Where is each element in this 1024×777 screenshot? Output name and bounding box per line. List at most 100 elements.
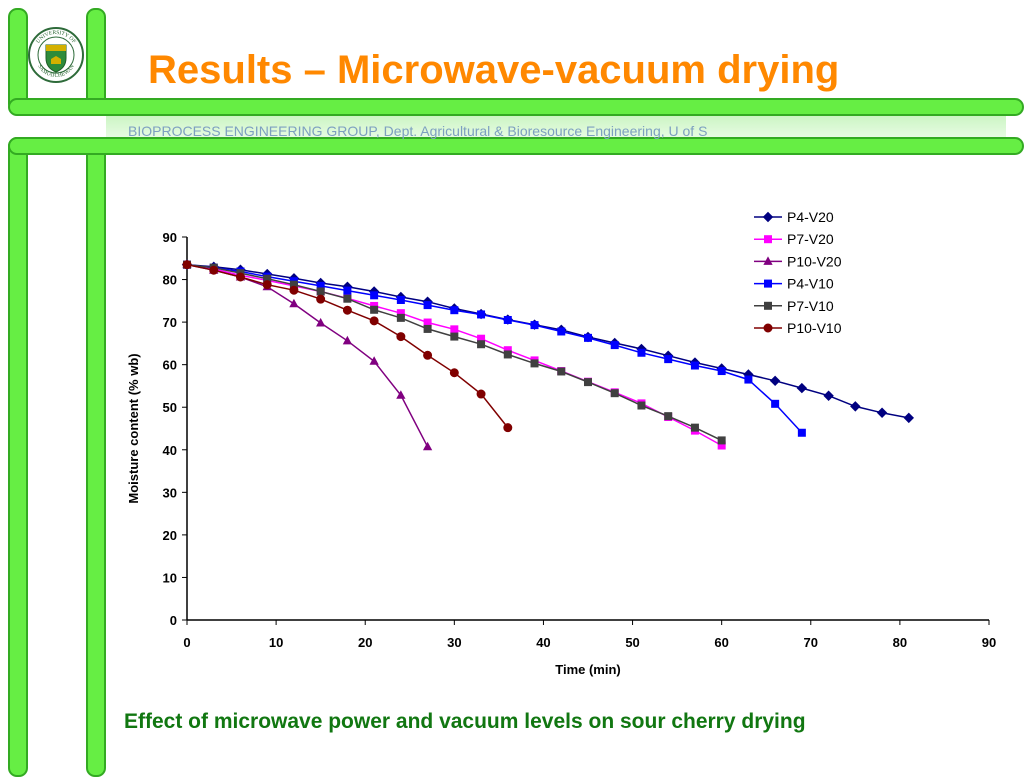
data-point — [664, 412, 673, 421]
data-point — [235, 272, 245, 282]
data-point — [450, 325, 459, 334]
x-axis-label: Time (min) — [555, 662, 621, 677]
series-p10-v10 — [182, 260, 513, 433]
series-line — [186, 263, 909, 419]
data-point — [477, 310, 486, 319]
x-tick-label: 50 — [625, 635, 639, 650]
data-point — [664, 355, 673, 364]
legend-entry: P4-V20 — [754, 209, 834, 225]
university-logo: UNIVERSITY OF SASKATCHEWAN — [28, 27, 84, 83]
legend-marker — [762, 211, 774, 223]
chart-series — [181, 259, 915, 451]
data-point — [342, 305, 352, 315]
data-point — [449, 368, 459, 378]
y-tick-label: 0 — [170, 613, 177, 628]
data-point — [530, 321, 539, 330]
data-point — [423, 350, 433, 360]
page-title: Results – Microwave-vacuum drying — [148, 48, 840, 92]
data-point — [744, 375, 753, 384]
data-point — [476, 389, 486, 399]
y-tick-label: 10 — [163, 570, 177, 585]
legend-label: P7-V10 — [787, 298, 834, 314]
y-tick-label: 20 — [163, 528, 177, 543]
data-point — [530, 359, 539, 368]
x-tick-label: 20 — [358, 635, 372, 650]
data-point — [316, 294, 326, 304]
legend-entry: P4-V10 — [754, 276, 834, 292]
chart-legend: P4-V20 P7-V20 P10-V20 P4-V10 P7-V10 P10-V10 — [754, 209, 842, 336]
data-point — [370, 305, 379, 314]
legend-label: P10-V10 — [787, 320, 842, 336]
data-point — [343, 294, 352, 303]
data-point — [370, 291, 379, 300]
legend-marker — [763, 256, 773, 265]
y-tick-label: 90 — [163, 230, 177, 245]
legend-label: P4-V20 — [787, 209, 834, 225]
data-point — [396, 295, 405, 304]
data-point — [771, 399, 780, 408]
data-point — [503, 423, 513, 433]
legend-marker — [764, 279, 772, 288]
legend-marker — [763, 323, 773, 333]
data-point — [343, 286, 352, 295]
series-p7-v10 — [183, 260, 726, 445]
x-tick-label: 60 — [714, 635, 728, 650]
data-point — [903, 412, 915, 424]
data-point — [342, 335, 353, 345]
chart-caption: Effect of microwave power and vacuum lev… — [124, 710, 806, 733]
data-point — [262, 280, 272, 290]
data-point — [584, 333, 592, 342]
y-tick-label: 60 — [163, 358, 177, 373]
frame-bar-top — [8, 98, 1024, 116]
data-point — [450, 332, 459, 341]
legend-label: P10-V20 — [787, 253, 842, 269]
legend-marker — [764, 301, 772, 310]
data-point — [396, 332, 406, 342]
legend-label: P4-V10 — [787, 276, 834, 292]
frame-bar-middle — [8, 137, 1024, 155]
data-point — [610, 341, 619, 350]
data-point — [637, 348, 646, 357]
x-tick-label: 0 — [183, 635, 190, 650]
data-point — [396, 390, 406, 399]
data-point — [289, 298, 299, 308]
x-tick-label: 10 — [269, 635, 283, 650]
data-point — [690, 361, 699, 370]
x-tick-label: 40 — [536, 635, 550, 650]
data-point — [477, 340, 486, 349]
page-subtitle: BIOPROCESS ENGINEERING GROUP, Dept. Agri… — [128, 123, 708, 139]
y-tick-label: 40 — [163, 443, 177, 458]
data-point — [584, 378, 592, 387]
data-point — [450, 306, 459, 315]
chart-axes: 0 10 20 30 40 50 60 70 80 90 0 10 20 30 40 50 60 70 80 90 Ti… — [126, 230, 996, 677]
data-point — [423, 324, 432, 333]
y-tick-label: 50 — [163, 400, 177, 415]
data-point — [503, 350, 512, 359]
x-tick-label: 80 — [893, 635, 907, 650]
data-point — [850, 401, 861, 412]
data-point — [823, 390, 834, 401]
data-point — [557, 327, 566, 336]
x-tick-label: 90 — [982, 635, 996, 650]
y-tick-label: 80 — [163, 273, 177, 288]
data-point — [423, 301, 432, 310]
x-tick-label: 70 — [804, 635, 818, 650]
data-point — [316, 287, 325, 296]
data-point — [717, 367, 726, 376]
y-tick-label: 30 — [163, 485, 177, 500]
y-axis-label: Moisture content (% wb) — [126, 353, 141, 503]
data-point — [503, 315, 512, 324]
subtitle-strip — [106, 116, 1006, 137]
data-point — [557, 367, 566, 376]
series-line — [186, 263, 803, 434]
data-point — [289, 285, 299, 295]
series-line — [186, 263, 429, 448]
data-point — [369, 356, 379, 365]
legend-entry: P10-V20 — [754, 253, 842, 269]
legend-entry: P10-V10 — [754, 320, 842, 336]
legend-entry: P7-V10 — [754, 298, 834, 314]
data-point — [717, 436, 726, 445]
legend-marker — [764, 235, 772, 244]
data-point — [209, 265, 219, 275]
